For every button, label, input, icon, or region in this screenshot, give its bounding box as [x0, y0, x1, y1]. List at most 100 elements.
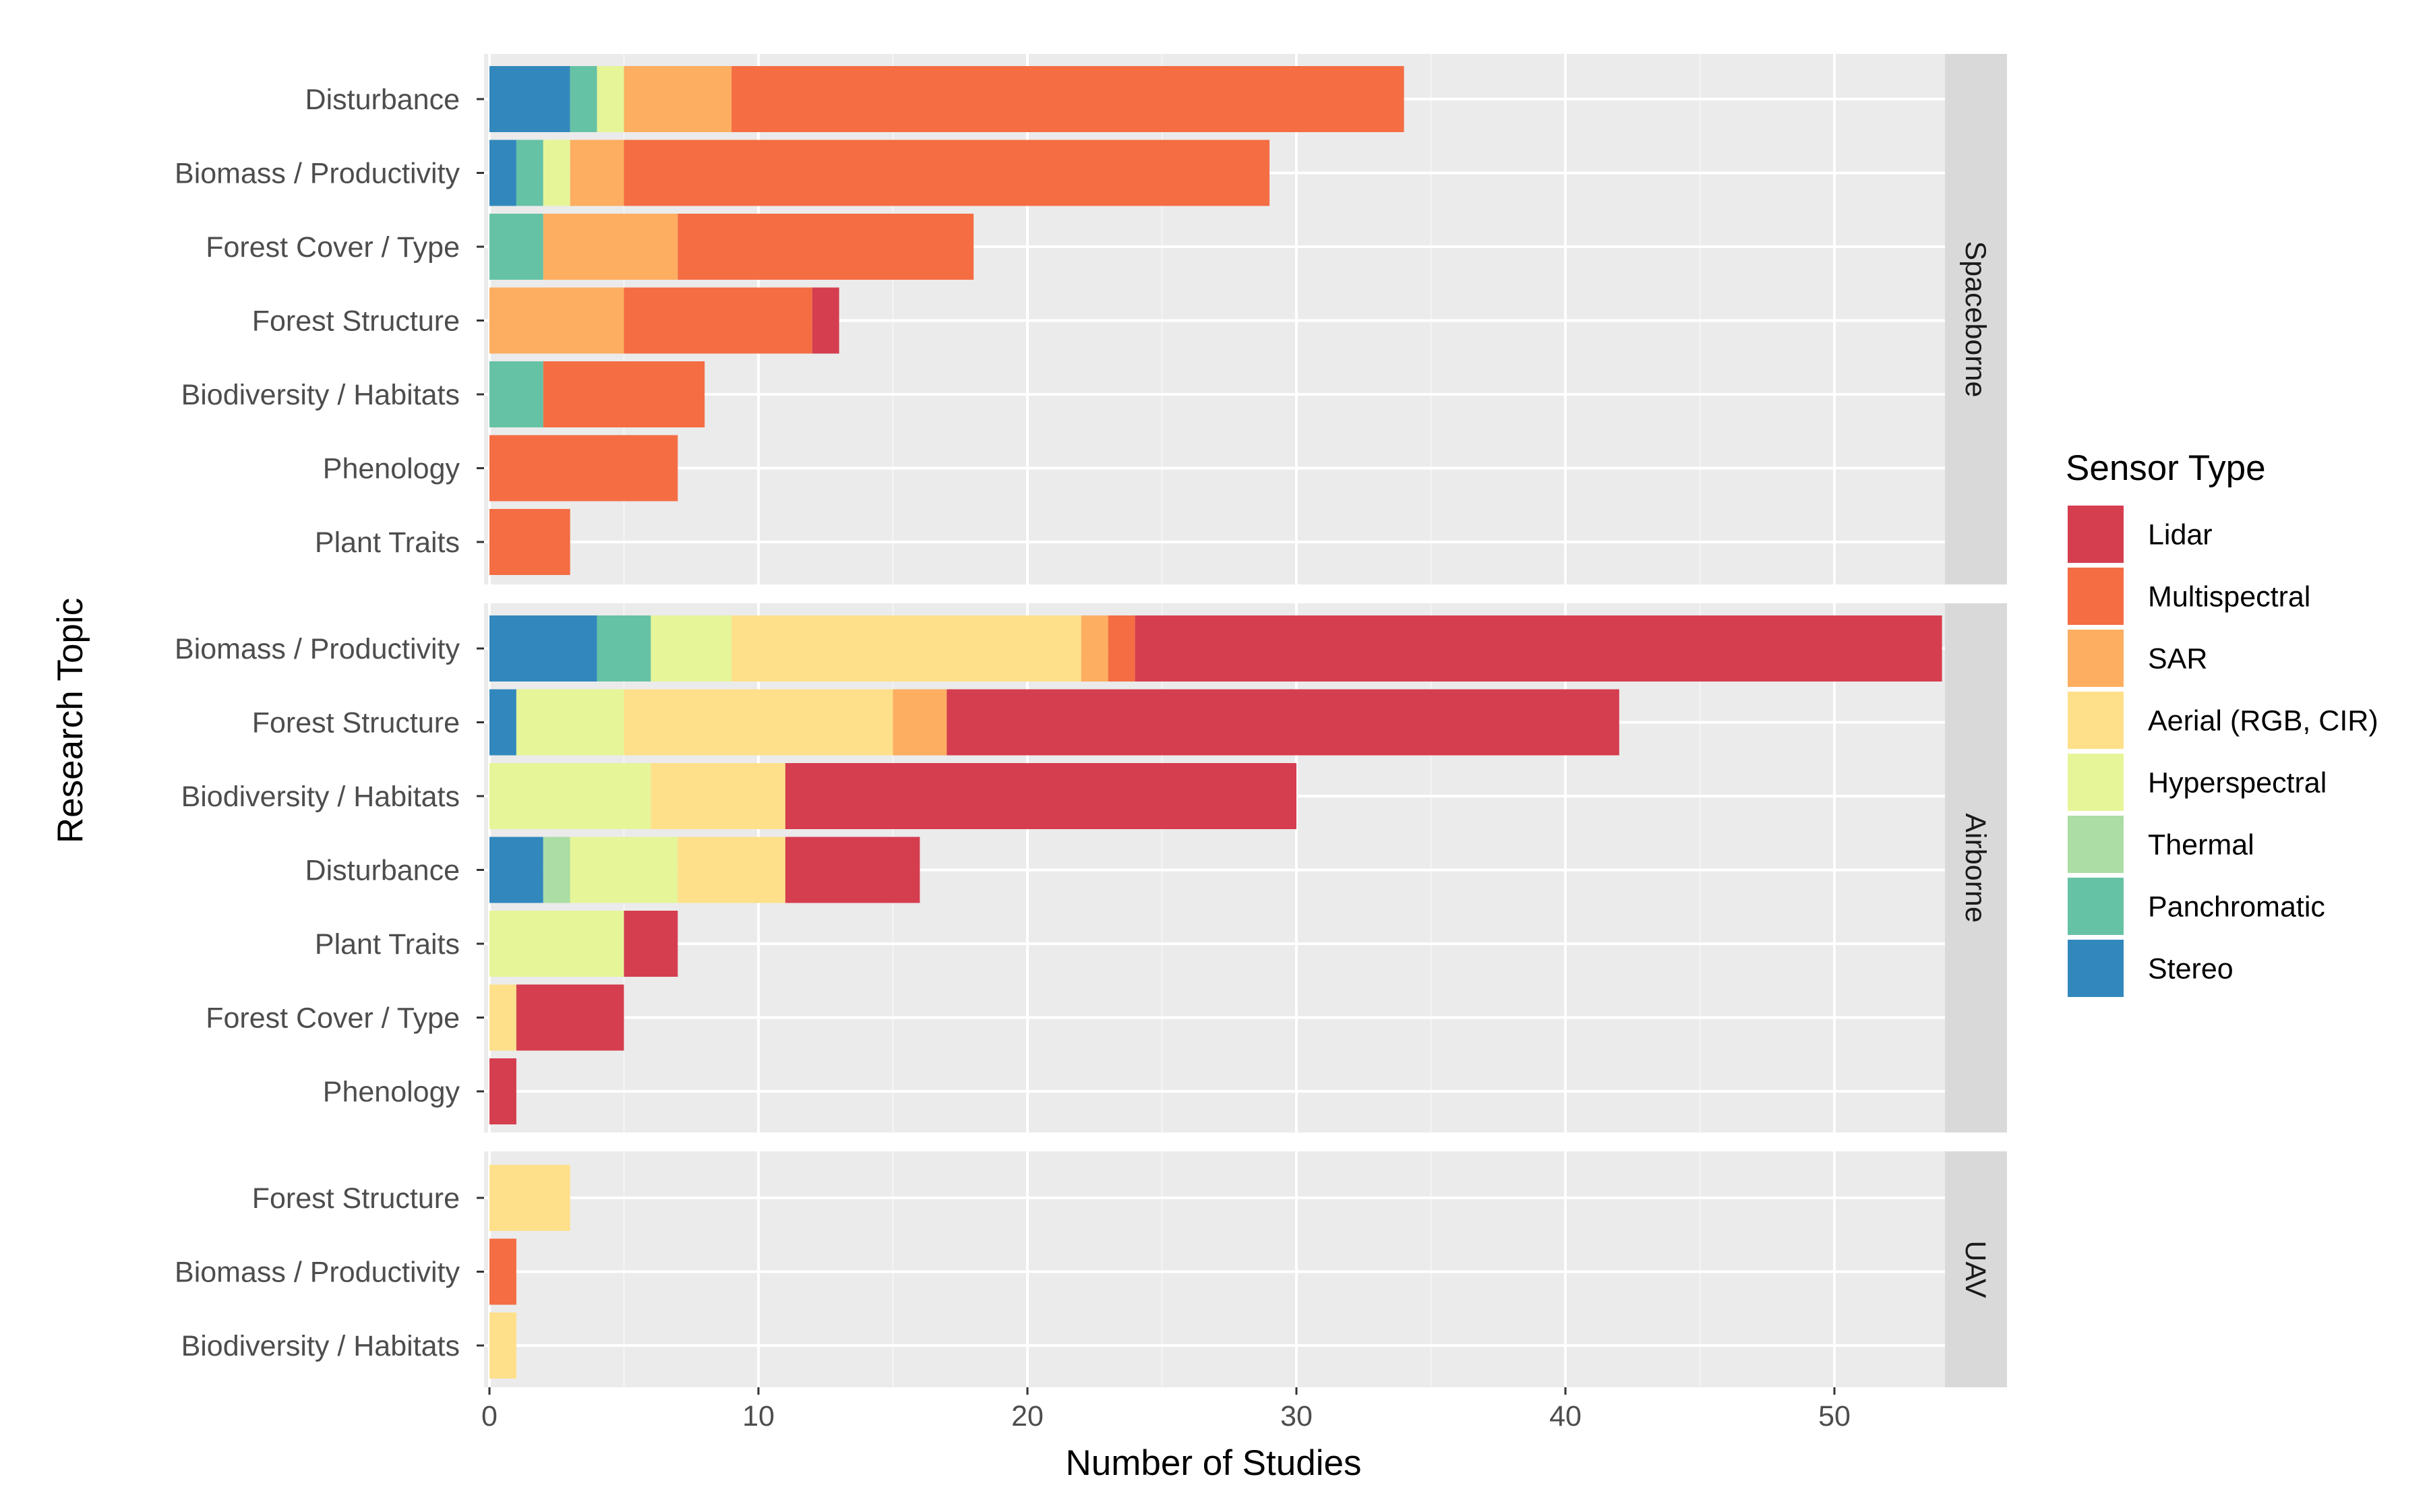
legend-swatch [2068, 506, 2124, 563]
legend-title: Sensor Type [2066, 448, 2266, 488]
legend-label: Aerial (RGB, CIR) [2148, 705, 2378, 737]
y-tick-label: Plant Traits [315, 526, 460, 559]
bar-forest-structure [489, 1165, 570, 1231]
bar-segment-sar [893, 689, 947, 756]
legend-label: Multispectral [2148, 581, 2310, 613]
legend-swatch [2068, 568, 2124, 625]
bar-disturbance [489, 837, 920, 903]
y-tick-label: Forest Structure [252, 707, 460, 739]
legend-swatch [2068, 940, 2124, 997]
legend-label: SAR [2148, 643, 2207, 675]
legend-item-panchromatic: Panchromatic [2068, 878, 2325, 935]
x-tick-label: 0 [481, 1400, 498, 1432]
bar-biomass-productivity [489, 140, 1270, 206]
bar-segment-aerial [678, 837, 785, 903]
bar-segment-lidar [489, 1058, 516, 1124]
x-tick-label: 40 [1549, 1400, 1582, 1432]
legend-swatch [2068, 692, 2124, 749]
bar-segment-hyperspectral [651, 615, 732, 682]
bar-segment-multispectral [1108, 615, 1135, 682]
bar-segment-stereo [489, 615, 597, 682]
bar-segment-aerial [624, 689, 893, 756]
facet-strip [1945, 54, 2007, 584]
bar-segment-stereo [489, 689, 516, 756]
bar-segment-lidar [785, 837, 920, 903]
legend-item-aerial: Aerial (RGB, CIR) [2068, 692, 2378, 749]
legend-label: Stereo [2148, 953, 2234, 986]
bar-forest-cover-type [489, 214, 974, 280]
bar-segment-panchromatic [489, 214, 543, 280]
legend-item-sar: SAR [2068, 630, 2207, 687]
bar-segment-hyperspectral [543, 140, 570, 206]
bar-segment-hyperspectral [516, 689, 624, 756]
bar-segment-panchromatic [516, 140, 543, 206]
bar-segment-stereo [489, 837, 543, 903]
bar-segment-aerial [489, 984, 516, 1051]
legend: Sensor Type Lidar Multispectral SAR Aerial … [2066, 448, 2378, 997]
bar-segment-sar [570, 140, 624, 206]
bar-segment-stereo [489, 66, 570, 132]
facet-panel-spaceborne: Disturbance Biomass / Productivity Forest … [175, 54, 2007, 584]
bar-segment-multispectral [543, 361, 705, 427]
x-tick-label: 30 [1280, 1400, 1313, 1432]
bar-segment-panchromatic [597, 615, 651, 682]
bar-forest-cover-type [489, 984, 624, 1051]
legend-item-multispectral: Multispectral [2068, 568, 2310, 625]
y-axis-title: Research Topic [51, 598, 90, 843]
bar-phenology [489, 435, 678, 502]
bar-biodiversity-habitats [489, 361, 705, 427]
legend-item-hyperspectral: Hyperspectral [2068, 754, 2327, 811]
bar-segment-multispectral [489, 435, 678, 502]
y-tick-label: Disturbance [305, 84, 460, 116]
bar-segment-stereo [489, 140, 516, 206]
bar-segment-lidar [812, 287, 839, 354]
panel-background [484, 1151, 1945, 1387]
bar-segment-multispectral [624, 140, 1270, 206]
bar-segment-lidar [947, 689, 1619, 756]
bar-segment-hyperspectral [597, 66, 624, 132]
bar-segment-hyperspectral [489, 763, 651, 829]
bar-segment-panchromatic [489, 361, 543, 427]
y-tick-label: Biodiversity / Habitats [181, 1330, 460, 1362]
bar-biodiversity-habitats [489, 763, 1296, 829]
bar-segment-lidar [516, 984, 624, 1051]
bar-segment-multispectral [489, 1238, 516, 1305]
bar-plant-traits [489, 911, 678, 977]
bar-segment-sar [1081, 615, 1108, 682]
bar-forest-structure [489, 287, 839, 354]
x-tick-label: 10 [742, 1400, 775, 1432]
bar-segment-multispectral [678, 214, 974, 280]
y-tick-label: Forest Cover / Type [206, 1002, 460, 1035]
legend-swatch [2068, 754, 2124, 811]
bar-forest-structure [489, 689, 1619, 756]
bar-segment-hyperspectral [570, 837, 678, 903]
y-tick-label: Phenology [323, 1076, 460, 1108]
legend-item-lidar: Lidar [2068, 506, 2213, 563]
bar-disturbance [489, 66, 1404, 132]
legend-label: Panchromatic [2148, 891, 2325, 924]
bar-segment-lidar [1135, 615, 1942, 682]
bar-phenology [489, 1058, 516, 1124]
legend-swatch [2068, 630, 2124, 687]
bar-segment-multispectral [624, 287, 812, 354]
y-tick-label: Forest Structure [252, 1182, 460, 1215]
legend-swatch [2068, 816, 2124, 873]
y-tick-label: Biodiversity / Habitats [181, 379, 460, 411]
y-tick-label: Biomass / Productivity [175, 1257, 460, 1289]
facet-panel-uav: Forest Structure Biomass / Productivity Bi… [175, 1151, 2007, 1387]
x-axis: 0 10 20 30 40 50 [481, 1387, 1851, 1432]
facet-strip-label: UAV [1959, 1240, 1991, 1298]
facet-strip-label: Airborne [1959, 813, 1991, 923]
bar-segment-lidar [785, 763, 1296, 829]
facet-strip [1945, 603, 2007, 1132]
bar-segment-hyperspectral [489, 911, 624, 977]
bar-segment-sar [489, 287, 624, 354]
bar-biodiversity-habitats [489, 1312, 516, 1379]
bar-segment-aerial [731, 615, 1081, 682]
bar-biomass-productivity [489, 615, 1942, 682]
y-tick-label: Biodiversity / Habitats [181, 781, 460, 813]
legend-label: Thermal [2148, 829, 2254, 861]
legend-label: Lidar [2148, 519, 2213, 551]
bar-segment-sar [543, 214, 678, 280]
